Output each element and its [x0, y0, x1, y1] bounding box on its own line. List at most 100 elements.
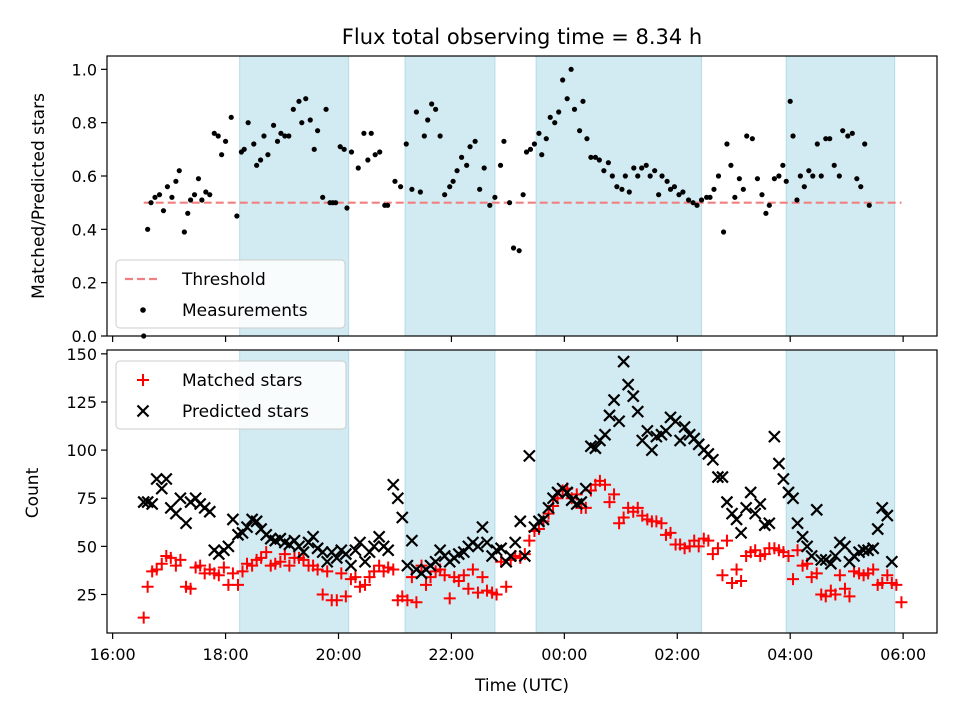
measurement-point [257, 157, 264, 163]
measurement-point [450, 178, 456, 184]
measurement-point [547, 114, 553, 120]
observing-window-band [785, 55, 896, 337]
measurement-point [720, 229, 727, 235]
predicted-star-point [777, 472, 790, 486]
measurement-point [290, 106, 296, 112]
predicted-star-point [386, 478, 400, 492]
measurement-point [711, 186, 717, 192]
measurement-point [680, 189, 686, 195]
predicted-star-point [344, 559, 358, 572]
matched-star-point [782, 549, 795, 562]
measurement-point [278, 130, 284, 136]
measurement-point [385, 202, 391, 208]
matched-star-point [706, 548, 719, 561]
matched-star-point [890, 578, 903, 591]
predicted-star-point [621, 378, 635, 391]
measurement-point [299, 120, 305, 126]
matched-star-point [726, 576, 739, 589]
measurement-point [818, 173, 824, 179]
measurement-point [222, 138, 229, 144]
predicted-star-point [753, 497, 767, 511]
matched-star-point [678, 542, 691, 555]
axes-frame [106, 349, 938, 634]
matched-star-point [711, 542, 724, 555]
matched-star-point [867, 563, 880, 576]
predicted-star-point [730, 513, 743, 526]
measurement-point [241, 146, 247, 152]
measurement-point [303, 96, 309, 102]
predicted-star-point [678, 420, 691, 434]
predicted-star-point [720, 495, 734, 509]
measurement-point [806, 168, 812, 174]
predicted-star-point [320, 555, 334, 569]
predicted-star-point [560, 486, 574, 499]
y-tick-label: 0.0 [72, 327, 97, 346]
x-tick-label: 00:00 [541, 645, 587, 664]
measurement-point [584, 136, 590, 142]
predicted-star-point [396, 511, 409, 524]
predicted-star-point [824, 557, 838, 570]
measurement-point [211, 130, 217, 136]
matched-star-point [255, 551, 268, 564]
predicted-star-point [203, 505, 217, 518]
measurement-point [854, 176, 860, 182]
predicted-star-point [739, 501, 753, 515]
matched-star-point [349, 571, 362, 584]
y-tick-label: 150 [66, 345, 97, 364]
matched-star-point [330, 594, 343, 607]
predicted-star-point [169, 507, 183, 520]
matched-star-point [353, 580, 366, 593]
matched-star-point [321, 565, 334, 578]
predicted-star-point [330, 551, 344, 565]
matched-star-point [692, 540, 705, 553]
measurement-point [516, 248, 522, 254]
x-tick-label: 18:00 [203, 645, 249, 664]
predicted-star-point [617, 355, 630, 368]
measurement-point [724, 141, 730, 147]
observing-window-band [404, 55, 496, 337]
matched-star-point [466, 563, 479, 576]
measurement-point [571, 106, 578, 112]
predicted-star-point [603, 409, 616, 422]
measurement-point [576, 128, 583, 134]
measurement-point [754, 176, 761, 182]
predicted-star-point [514, 515, 527, 528]
measurement-point [527, 146, 534, 152]
measurement-point [148, 200, 154, 206]
x-tick-label: 20:00 [315, 645, 361, 664]
matched-star-point [749, 544, 762, 557]
measurement-point [783, 178, 789, 184]
predicted-star-point [659, 424, 673, 438]
measurement-point [169, 194, 175, 200]
x-tick-label: 06:00 [880, 645, 926, 664]
measurement-point [348, 149, 355, 155]
predicted-star-point [881, 509, 894, 522]
measurement-point [732, 194, 738, 200]
measurement-point [845, 133, 851, 139]
measurement-point [372, 152, 378, 158]
measurement-point [392, 178, 398, 184]
predicted-star-point [542, 501, 555, 515]
measurement-point [588, 154, 594, 160]
matched-star-point [226, 567, 239, 580]
matched-star-point [316, 588, 329, 601]
measurement-point [447, 184, 453, 190]
matched-star-point [174, 553, 187, 566]
predicted-star-point [645, 443, 659, 457]
measurement-point [671, 184, 678, 190]
bottom-panel: 25 50 75 100 125 150 16:00 18:00 20:00 22:00 00:00… [66, 345, 938, 664]
x-tick-label: 16:00 [90, 645, 136, 664]
measurement-point [472, 138, 478, 144]
measurement-point [790, 133, 796, 139]
measurement-point [801, 184, 807, 190]
axes-frame [106, 55, 938, 337]
predicted-star-point [786, 491, 800, 505]
predicted-star-point [381, 543, 395, 557]
measurement-point [794, 197, 800, 203]
measurement-point [421, 133, 427, 139]
measurement-point [296, 98, 302, 104]
measurement-point [199, 197, 205, 203]
predicted-star-point [631, 405, 645, 418]
matched-star-point [164, 551, 177, 564]
measurement-point [849, 130, 855, 136]
